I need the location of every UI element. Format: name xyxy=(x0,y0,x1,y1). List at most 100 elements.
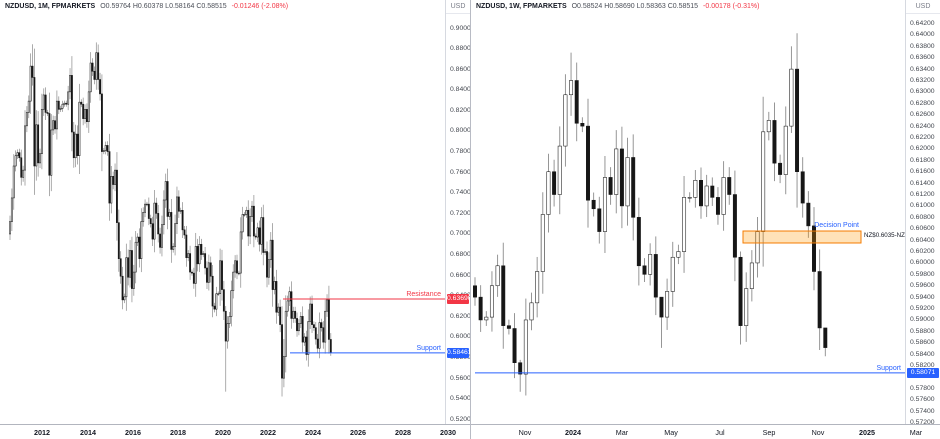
candle-body xyxy=(87,91,90,122)
candle-body xyxy=(131,250,133,289)
candle-body xyxy=(279,306,282,325)
candle-body xyxy=(682,197,687,252)
candle-body xyxy=(159,233,162,248)
candle-body xyxy=(495,265,500,287)
change-values: -0.00178 (-0.31%) xyxy=(703,3,760,10)
support-label: Support xyxy=(876,365,901,372)
candle-body xyxy=(249,216,252,237)
price-tick-label: 0.60000 xyxy=(910,259,935,267)
candle-body xyxy=(812,225,816,272)
candle-body xyxy=(174,223,177,247)
candle-body xyxy=(540,214,545,272)
candlestick-chart-weekly[interactable]: Decision Point NZ$0.6035-NZ$0.6056 Support xyxy=(471,0,905,424)
price-tick-label: 0.62000 xyxy=(450,312,475,320)
candle-body xyxy=(61,103,64,109)
support-price-tag: 0.58461 xyxy=(447,347,472,358)
candle-body xyxy=(151,223,154,240)
candle-body xyxy=(727,177,732,195)
candle-body xyxy=(221,260,223,290)
candle-body xyxy=(200,244,203,255)
candle-body xyxy=(121,275,124,301)
time-axis-monthly[interactable]: 2012 2014 2016 2018 2020 2022 2024 2026 2028 2030 xyxy=(0,424,470,439)
candle-body xyxy=(252,205,255,237)
candle-body xyxy=(322,327,325,343)
candle-body xyxy=(512,328,517,363)
candle-body xyxy=(162,199,165,225)
candle-body xyxy=(789,68,794,127)
candle-body xyxy=(202,253,205,255)
candle-body xyxy=(247,210,250,237)
time-axis-weekly[interactable]: Nov 2024 Mar May Jul Sep Nov 2025 Mar xyxy=(471,424,940,439)
time-tick-label: Sep xyxy=(762,428,776,437)
plot-area-monthly[interactable]: Resistance Support xyxy=(0,0,445,424)
candle-body xyxy=(721,177,726,215)
candle-body xyxy=(264,251,267,253)
candle-body xyxy=(69,75,71,93)
candle-body xyxy=(648,254,653,275)
price-tick-label: 0.64200 xyxy=(910,20,935,27)
candle-body xyxy=(273,281,276,290)
candle-body xyxy=(552,171,557,195)
candle-body xyxy=(228,316,231,324)
candle-body xyxy=(168,212,171,217)
candle-body xyxy=(501,265,506,326)
candle-body xyxy=(132,271,135,289)
chart-pane-weekly: NZDUSD, 1W, FPMARKETS O0.58524 H0.58690 … xyxy=(470,0,940,439)
candle-body xyxy=(149,218,152,224)
price-tick-label: 0.59000 xyxy=(910,316,935,324)
decision-point-box[interactable] xyxy=(742,230,862,244)
candle-body xyxy=(296,318,298,332)
candlestick-chart-monthly[interactable]: Resistance Support xyxy=(0,0,445,424)
candle-body xyxy=(114,169,116,185)
candle-body xyxy=(164,181,167,201)
price-tick-label: 0.57200 xyxy=(910,419,935,427)
candle-body xyxy=(320,322,323,328)
price-axis-monthly[interactable]: USD 0.90000 0.88000 0.86000 0.84000 0.82000 0… xyxy=(445,0,475,424)
ohlc-values: O0.59764 H0.60378 L0.58164 C0.58515 xyxy=(100,3,227,10)
candle-body xyxy=(187,253,190,258)
candle-body xyxy=(817,271,822,329)
candle-body xyxy=(258,227,261,245)
candle-body xyxy=(243,214,246,216)
candle-body xyxy=(189,253,192,273)
time-tick-label: 2025 xyxy=(859,428,875,437)
candle-body xyxy=(574,80,579,124)
candle-body xyxy=(823,327,828,348)
time-tick-label: Nov xyxy=(518,428,532,437)
chart-pane-monthly: NZDUSD, 1M, FPMARKETS O0.59764 H0.60378 … xyxy=(0,0,475,439)
candle-body xyxy=(116,169,118,223)
price-tick-label: 0.61000 xyxy=(910,202,935,210)
time-tick-label: 2014 xyxy=(80,428,96,437)
candle-body xyxy=(292,310,295,319)
candle-body xyxy=(117,222,120,259)
candle-body xyxy=(185,234,188,258)
time-tick-label: Nov xyxy=(811,428,825,437)
price-tick-label: 0.60200 xyxy=(910,248,935,256)
candle-body xyxy=(166,181,169,217)
currency-label: USD xyxy=(446,3,470,14)
candle-body xyxy=(102,150,105,152)
candle-body xyxy=(275,281,278,313)
candle-body xyxy=(260,217,263,245)
candle-body xyxy=(699,180,703,207)
candle-body xyxy=(106,145,109,152)
candle-body xyxy=(213,305,216,310)
candle-body xyxy=(309,303,312,322)
candle-body xyxy=(82,103,85,119)
candle-body xyxy=(239,231,242,274)
price-axis-weekly[interactable]: USD 0.64200 0.64000 0.63800 0.63600 0.63400 0… xyxy=(905,0,940,427)
chart-legend-weekly[interactable]: NZDUSD, 1W, FPMARKETS O0.58524 H0.58690 … xyxy=(476,3,759,10)
candle-body xyxy=(267,259,270,278)
candle-body xyxy=(97,52,100,80)
price-tick-label: 0.70000 xyxy=(450,230,475,238)
candle-body xyxy=(290,291,293,319)
chart-legend-monthly[interactable]: NZDUSD, 1M, FPMARKETS O0.59764 H0.60378 … xyxy=(5,3,288,10)
candle-body xyxy=(183,229,186,236)
price-tick-label: 0.59800 xyxy=(910,270,935,278)
price-tick-label: 0.60400 xyxy=(910,236,935,244)
candle-body xyxy=(277,306,280,313)
candle-body xyxy=(74,133,77,159)
candle-body xyxy=(191,271,193,274)
plot-area-weekly[interactable]: Decision Point NZ$0.6035-NZ$0.6056 Support xyxy=(471,0,905,424)
price-tick-label: 0.76000 xyxy=(450,168,475,176)
